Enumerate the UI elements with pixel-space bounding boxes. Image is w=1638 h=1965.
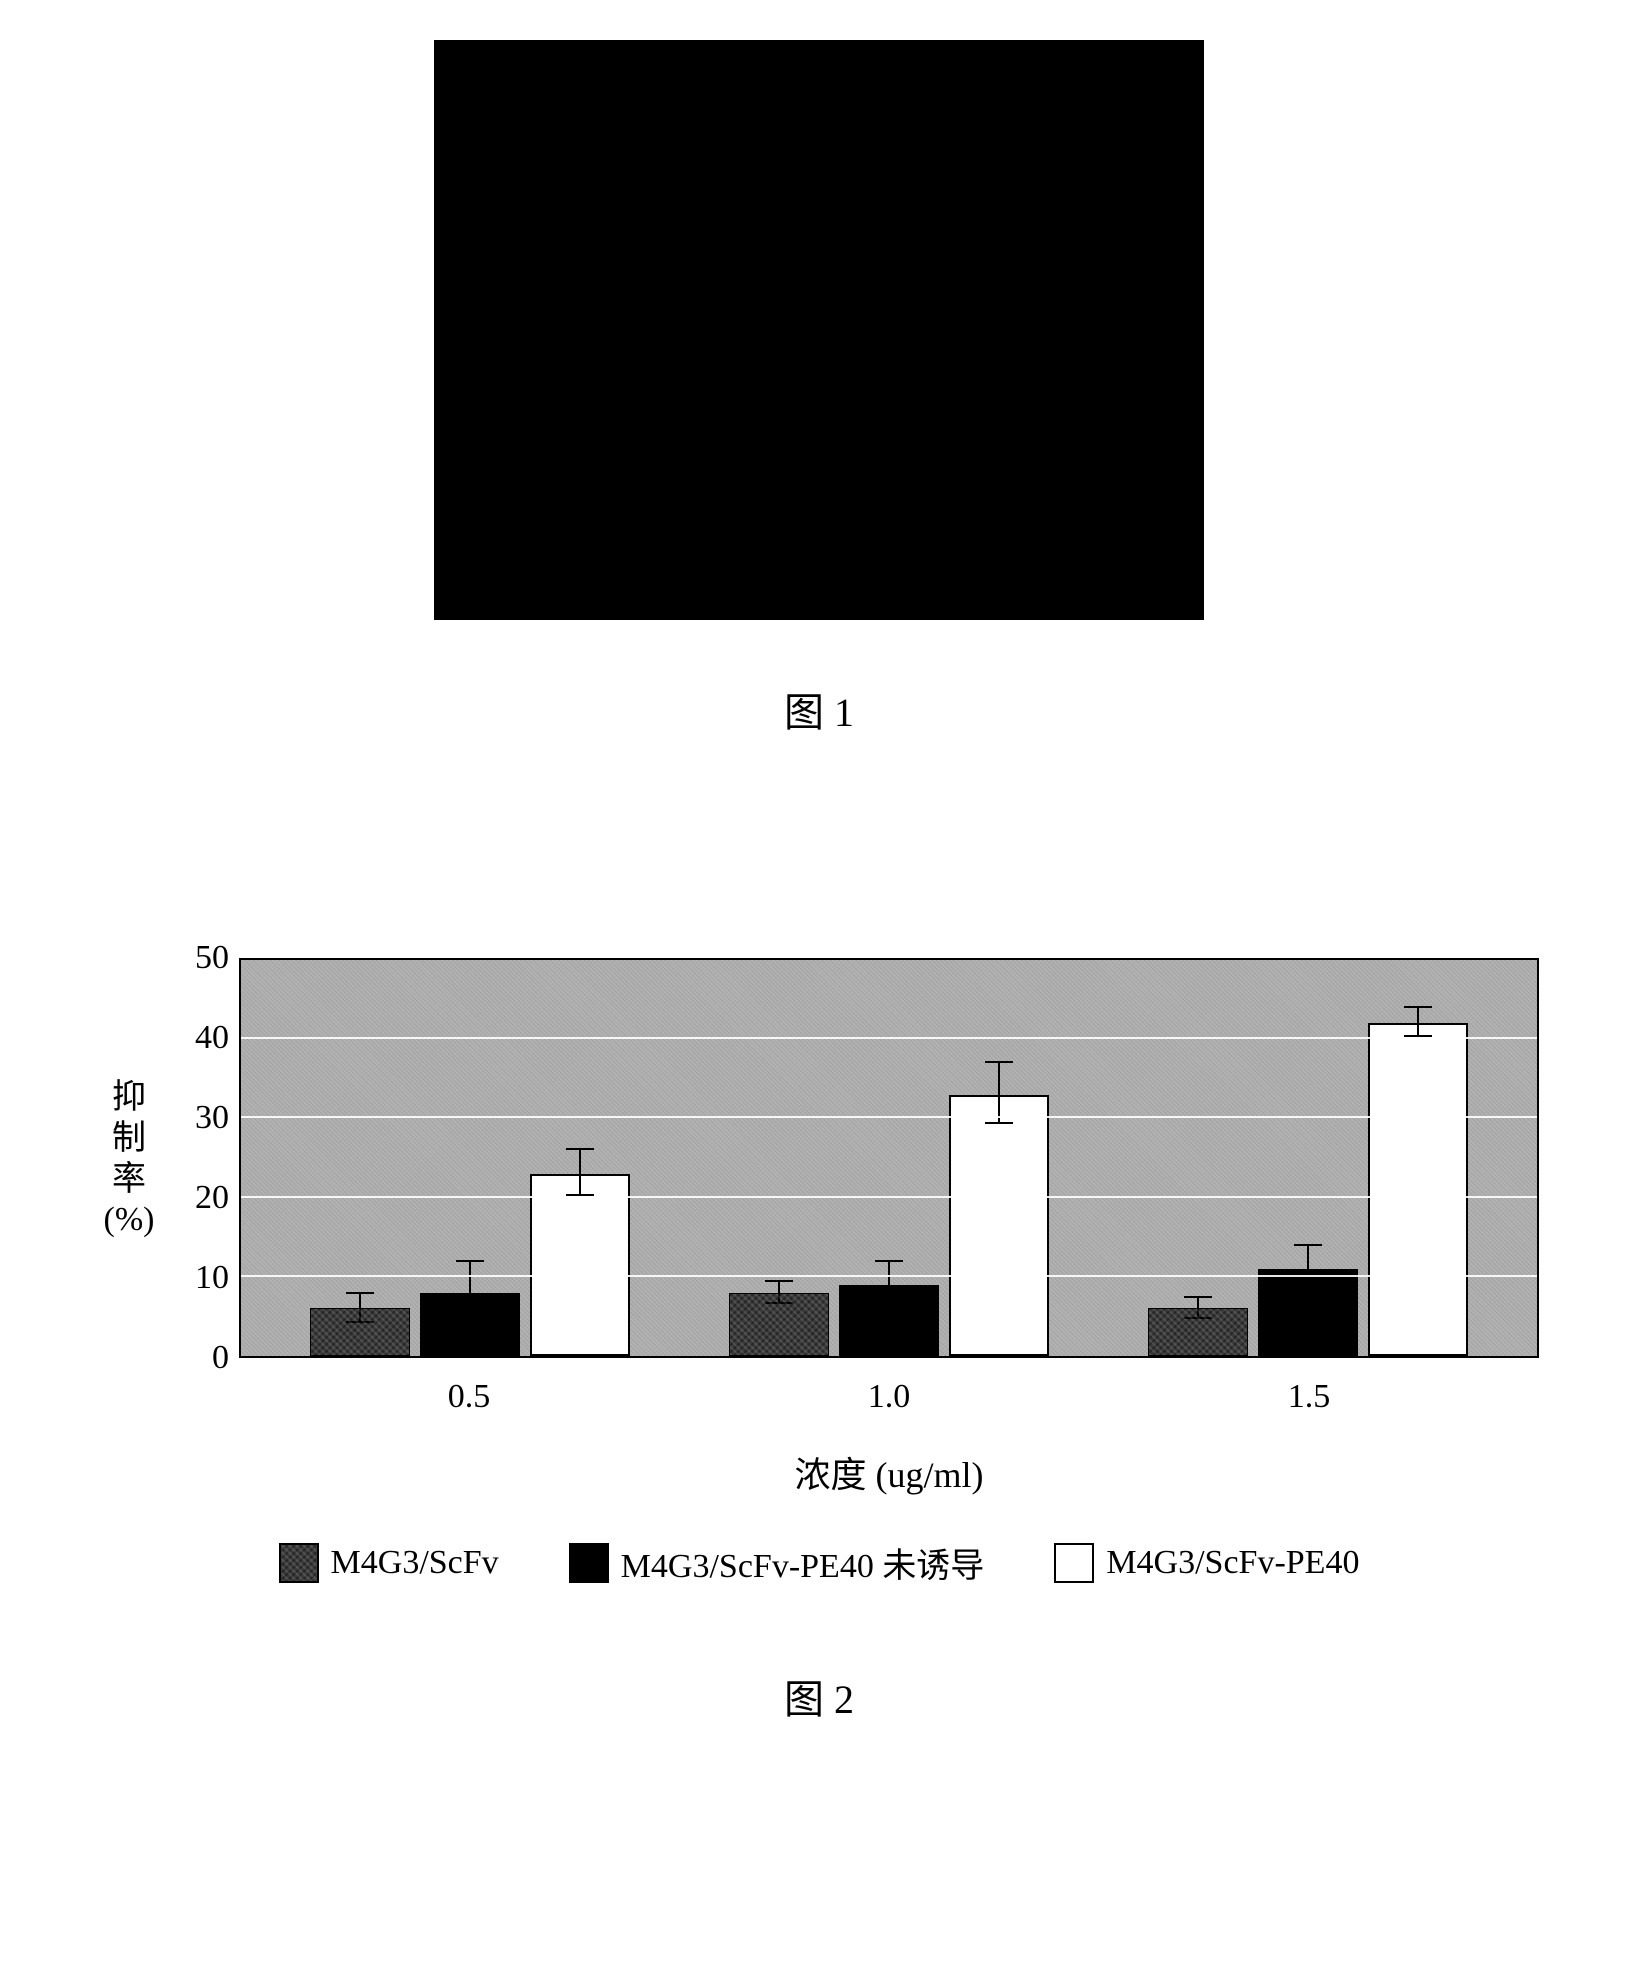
y-axis-label: 抑 制 率 (%) bbox=[99, 958, 159, 1241]
figure-1-black-box bbox=[434, 40, 1204, 620]
error-bar bbox=[778, 1280, 780, 1304]
legend-swatch bbox=[569, 1543, 609, 1583]
y-tick-label: 50 bbox=[195, 941, 229, 1021]
bar bbox=[949, 1095, 1049, 1356]
legend-item: M4G3/ScFv-PE40 bbox=[1054, 1538, 1359, 1587]
y-axis-label-char: (%) bbox=[104, 1200, 155, 1241]
legend-item: M4G3/ScFv bbox=[279, 1538, 499, 1587]
y-tick-label: 30 bbox=[195, 1101, 229, 1181]
y-tick-label: 0 bbox=[212, 1341, 229, 1421]
y-axis-label-char: 抑 bbox=[112, 1078, 146, 1119]
chart-row: 抑 制 率 (%) 50403020100 0.51.01.5 浓度 (ug/m… bbox=[99, 958, 1539, 1498]
x-axis-label: 浓度 (ug/ml) bbox=[239, 1446, 1539, 1498]
figure-2: 抑 制 率 (%) 50403020100 0.51.01.5 浓度 (ug/m… bbox=[0, 958, 1638, 1785]
legend-swatch bbox=[279, 1543, 319, 1583]
gridline bbox=[241, 1196, 1537, 1198]
error-bar bbox=[359, 1292, 361, 1324]
error-bar bbox=[1197, 1296, 1199, 1320]
y-tick-label: 10 bbox=[195, 1261, 229, 1341]
legend-swatch bbox=[1054, 1543, 1094, 1583]
bar bbox=[839, 1285, 939, 1356]
bar bbox=[310, 1308, 410, 1356]
bar-group bbox=[290, 1174, 650, 1356]
error-bar bbox=[998, 1061, 1000, 1124]
bar bbox=[1148, 1308, 1248, 1356]
error-bar bbox=[888, 1260, 890, 1308]
bar bbox=[420, 1293, 520, 1356]
legend-label: M4G3/ScFv-PE40 未诱导 bbox=[621, 1538, 985, 1587]
error-bar bbox=[1417, 1006, 1419, 1038]
bar-group bbox=[1128, 1023, 1488, 1356]
x-tick-label: 1.5 bbox=[1129, 1378, 1489, 1416]
legend: M4G3/ScFv M4G3/ScFv-PE40 未诱导 M4G3/ScFv-PE4… bbox=[279, 1538, 1360, 1587]
bar bbox=[1258, 1269, 1358, 1356]
x-tick-label: 0.5 bbox=[289, 1378, 649, 1416]
legend-label: M4G3/ScFv bbox=[331, 1544, 499, 1582]
y-axis-ticks: 50403020100 bbox=[159, 958, 239, 1438]
figure-1: 图 1 bbox=[0, 40, 1638, 798]
plot-area bbox=[239, 958, 1539, 1358]
bar-group bbox=[709, 1095, 1069, 1356]
legend-label: M4G3/ScFv-PE40 bbox=[1106, 1544, 1359, 1582]
y-tick-label: 20 bbox=[195, 1181, 229, 1261]
figure-2-caption: 图 2 bbox=[784, 1667, 854, 1725]
bar bbox=[729, 1293, 829, 1356]
figure-1-caption: 图 1 bbox=[784, 680, 854, 738]
gridline bbox=[241, 1275, 1537, 1277]
bar-groups bbox=[241, 960, 1537, 1356]
gridline bbox=[241, 1116, 1537, 1118]
error-bar bbox=[469, 1260, 471, 1323]
plot-outer: 0.5 1.0 1.5 浓度 (ug/ml) bbox=[239, 958, 1539, 1498]
bar bbox=[1368, 1023, 1468, 1356]
bar bbox=[530, 1174, 630, 1356]
x-tick-label: 1.0 bbox=[709, 1378, 1069, 1416]
error-bar bbox=[1307, 1244, 1309, 1292]
gridline bbox=[241, 1037, 1537, 1039]
y-axis-label-char: 率 bbox=[112, 1160, 146, 1201]
y-tick-label: 40 bbox=[195, 1021, 229, 1101]
y-axis-label-char: 制 bbox=[112, 1119, 146, 1160]
x-axis-ticks: 0.5 1.0 1.5 bbox=[239, 1358, 1539, 1416]
error-bar bbox=[579, 1148, 581, 1196]
legend-item: M4G3/ScFv-PE40 未诱导 bbox=[569, 1538, 985, 1587]
